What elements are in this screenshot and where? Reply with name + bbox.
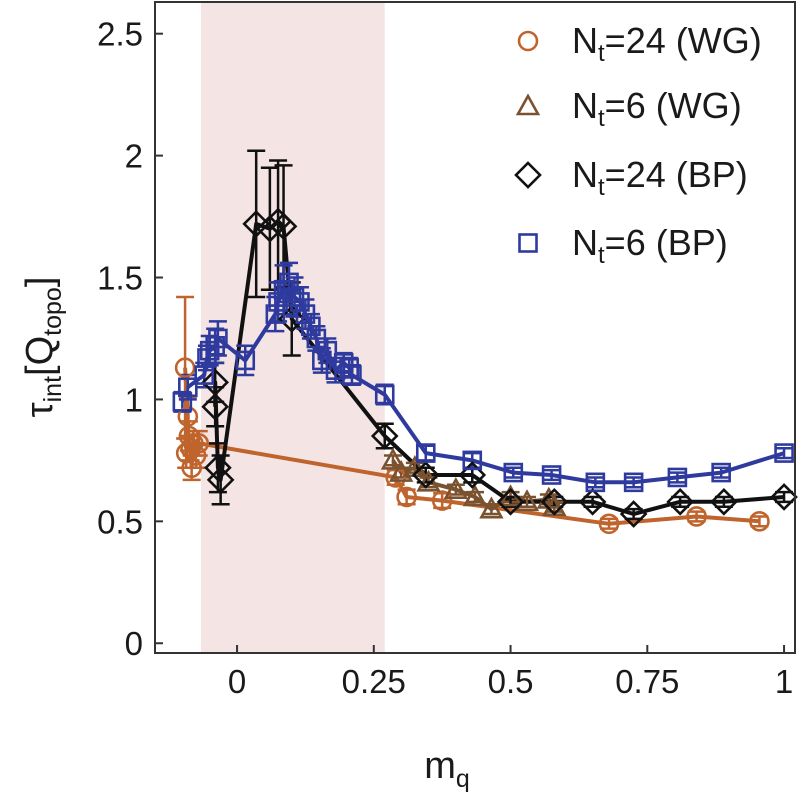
data-point bbox=[306, 328, 327, 349]
y-tick-label: 0.5 bbox=[97, 503, 143, 540]
legend-marker-symbol bbox=[517, 30, 539, 52]
x-tick-label: 0.25 bbox=[342, 663, 406, 700]
data-point bbox=[301, 316, 321, 337]
data-point bbox=[411, 461, 440, 489]
legend-item-nt6-wg: Nt=6 (WG) bbox=[515, 85, 742, 132]
data-point bbox=[458, 461, 487, 489]
legend-marker-circle bbox=[517, 30, 539, 52]
data-point bbox=[181, 457, 202, 478]
data-point bbox=[619, 500, 648, 528]
y-axis-title: τint[Qtopo] bbox=[19, 277, 67, 418]
data-point bbox=[503, 462, 524, 483]
data-point bbox=[182, 433, 204, 454]
data-point bbox=[623, 472, 644, 493]
data-point bbox=[774, 443, 794, 463]
data-point bbox=[235, 350, 256, 371]
legend-label: Nt=6 (WG) bbox=[572, 85, 742, 132]
data-point bbox=[770, 483, 798, 511]
x-tick-label: 0.5 bbox=[488, 663, 534, 700]
data-point bbox=[177, 406, 199, 427]
legend-marker-symbol bbox=[515, 93, 541, 116]
data-point bbox=[598, 513, 620, 535]
data-point bbox=[201, 392, 230, 421]
data-point bbox=[185, 445, 207, 466]
x-tick-label: 0.75 bbox=[615, 663, 679, 700]
data-point bbox=[431, 490, 453, 511]
data-point bbox=[749, 511, 770, 532]
data-point bbox=[279, 272, 299, 293]
y-tick-label: 2 bbox=[125, 138, 143, 175]
legend-label: Nt=24 (WG) bbox=[572, 20, 762, 67]
data-point bbox=[496, 487, 525, 516]
legend: Nt=24 (WG) Nt=6 (WG) Nt=24 (BP) Nt=6 (BP… bbox=[514, 20, 762, 269]
data-point bbox=[462, 484, 488, 507]
data-point bbox=[290, 292, 310, 312]
data-point bbox=[295, 304, 316, 324]
data-point bbox=[374, 384, 395, 405]
data-point bbox=[666, 487, 694, 516]
data-point bbox=[443, 476, 469, 499]
legend-marker-triangle bbox=[515, 93, 541, 116]
legend-marker-symbol bbox=[518, 233, 538, 253]
y-tick-label: 1 bbox=[125, 381, 143, 418]
data-point bbox=[172, 392, 193, 412]
x-tick-label: 0 bbox=[228, 663, 246, 700]
data-point bbox=[242, 210, 271, 238]
data-point bbox=[540, 487, 569, 516]
data-point bbox=[269, 212, 298, 241]
data-point bbox=[416, 469, 441, 492]
data-point bbox=[174, 357, 196, 379]
legend-marker-diamond bbox=[514, 161, 542, 189]
data-point bbox=[686, 506, 707, 527]
data-point bbox=[710, 487, 738, 516]
data-point bbox=[342, 365, 362, 385]
data-point bbox=[204, 453, 232, 482]
data-point bbox=[188, 433, 210, 454]
plot-frame bbox=[154, 1, 796, 654]
data-point bbox=[256, 214, 284, 243]
data-point bbox=[479, 496, 504, 519]
data-point bbox=[711, 462, 731, 483]
data-point bbox=[541, 465, 562, 485]
series-markers bbox=[172, 207, 798, 535]
data-point bbox=[178, 377, 198, 398]
y-tick-label: 1.5 bbox=[97, 260, 143, 297]
y-tick-label: 0 bbox=[125, 625, 143, 662]
data-point bbox=[265, 304, 286, 324]
data-point bbox=[208, 328, 228, 349]
data-point bbox=[284, 287, 305, 307]
data-point bbox=[201, 368, 230, 397]
data-point bbox=[380, 447, 406, 470]
legend-marker-symbol bbox=[514, 161, 542, 189]
y-tick-label: 2.5 bbox=[97, 16, 143, 53]
data-point bbox=[585, 472, 606, 493]
data-point bbox=[578, 487, 607, 516]
legend-item-nt24-wg: Nt=24 (WG) bbox=[517, 20, 762, 67]
data-point bbox=[462, 450, 483, 471]
data-point bbox=[415, 443, 436, 463]
legend-marker-square bbox=[518, 233, 538, 253]
data-point bbox=[396, 486, 417, 508]
legend-item-nt6-bp: Nt=6 (BP) bbox=[518, 222, 728, 269]
legend-item-nt24-bp: Nt=24 (BP) bbox=[514, 154, 748, 201]
data-point bbox=[370, 422, 399, 450]
data-point bbox=[206, 466, 235, 494]
data-point bbox=[667, 467, 688, 488]
x-axis-title: mq bbox=[424, 745, 470, 793]
x-tick-label: 1 bbox=[775, 663, 793, 700]
data-point bbox=[317, 340, 338, 361]
axis-ticks: 0 0.25 0.5 0.75 1 0 0.5 1 1.5 2 2.5 bbox=[97, 16, 793, 700]
legend-label: Nt=24 (BP) bbox=[572, 154, 748, 201]
legend-label: Nt=6 (BP) bbox=[572, 222, 728, 269]
